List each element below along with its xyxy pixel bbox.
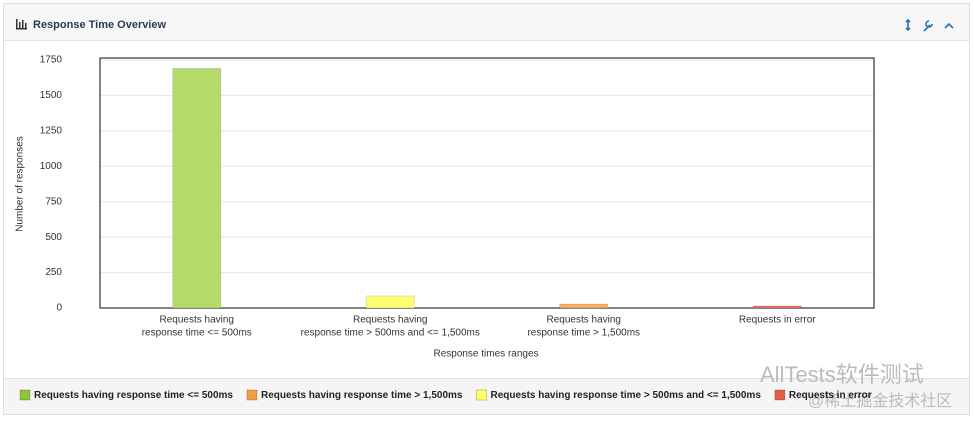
watermark: AllTests软件测试 xyxy=(760,362,924,387)
legend-area xyxy=(4,378,969,414)
x-tick-label: Requests having xyxy=(160,315,235,326)
y-tick-label: 1750 xyxy=(40,55,63,66)
bar xyxy=(752,305,802,309)
x-tick-label: Requests having xyxy=(353,315,428,326)
y-tick-label: 0 xyxy=(56,303,62,314)
y-tick-label: 500 xyxy=(45,232,62,243)
legend-swatch xyxy=(246,389,258,401)
y-tick-label: 1000 xyxy=(40,161,63,172)
y-tick-label: 750 xyxy=(45,196,62,207)
resize-icon[interactable] xyxy=(905,18,911,32)
chart-icon xyxy=(16,19,27,30)
legend-swatch xyxy=(19,389,31,401)
y-tick-label: 1250 xyxy=(40,125,63,136)
panel-frame xyxy=(3,3,970,415)
bar xyxy=(172,68,222,309)
legend-label: Requests having response time > 1,500ms xyxy=(261,390,463,401)
x-axis-title: Response times ranges xyxy=(433,349,538,360)
x-tick-label: Requests having xyxy=(547,315,622,326)
x-tick-label: Requests in error xyxy=(739,315,816,326)
y-tick-label: 250 xyxy=(45,267,62,278)
panel-header xyxy=(4,4,969,40)
x-tick-label: response time > 500ms and <= 1,500ms xyxy=(301,328,480,339)
y-axis-title: Number of responses xyxy=(15,136,26,232)
collapse-icon[interactable] xyxy=(944,22,954,29)
bar xyxy=(559,303,609,309)
settings-icon[interactable] xyxy=(923,20,933,32)
plot-frame xyxy=(99,57,875,309)
legend-label: Requests having response time > 500ms an… xyxy=(490,390,761,401)
x-tick-label: response time <= 500ms xyxy=(142,328,252,339)
panel-title: Response Time Overview xyxy=(33,19,167,31)
bar xyxy=(365,295,415,309)
watermark: @稀土掘金技术社区 xyxy=(808,392,952,410)
y-tick-label: 1500 xyxy=(40,90,63,101)
legend-swatch xyxy=(475,389,487,401)
legend-label: Requests having response time <= 500ms xyxy=(34,390,233,401)
x-tick-label: response time > 1,500ms xyxy=(527,328,640,339)
legend-label: Requests in error xyxy=(789,390,872,401)
legend-swatch xyxy=(774,389,786,401)
